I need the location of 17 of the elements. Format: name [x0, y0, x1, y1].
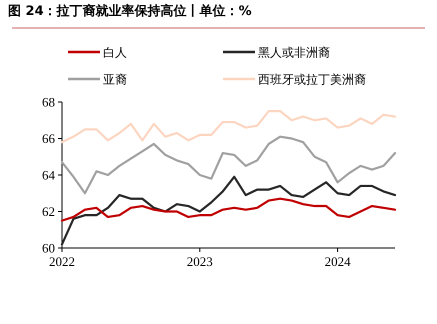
x-tick-label: 2022: [49, 254, 75, 269]
line-series: [60, 110, 396, 144]
y-tick-label: 66: [42, 131, 56, 146]
x-tick-label: 2024: [324, 254, 352, 269]
y-tick-label: 68: [42, 94, 55, 110]
legend-label: 亚裔: [103, 72, 127, 86]
line-series: [60, 176, 396, 246]
legend-label: 西班牙或拉丁美洲裔: [258, 72, 366, 86]
legend-label: 白人: [103, 46, 127, 60]
chart-title: 图 24：拉丁裔就业率保持高位丨单位：%: [8, 3, 252, 19]
y-tick-label: 62: [42, 204, 55, 219]
x-tick-label: 2023: [186, 254, 213, 269]
y-tick-label: 64: [42, 168, 56, 182]
legend-label: 黑人或非洲裔: [258, 46, 330, 60]
y-tick-label: 60: [42, 240, 55, 256]
line-series: [60, 136, 396, 194]
line-series: [60, 198, 396, 222]
